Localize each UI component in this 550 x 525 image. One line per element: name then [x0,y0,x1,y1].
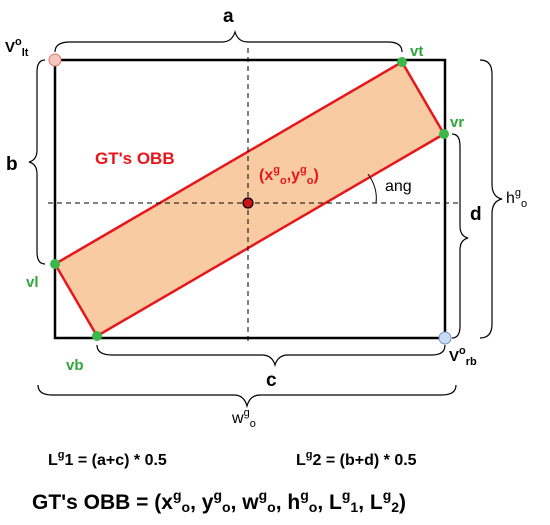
brace-c [96,344,446,368]
corner-lt-dot [48,53,62,67]
vertex-vb-dot [92,331,102,341]
vertex-vr-dot [439,129,449,139]
angle-arc [367,173,377,204]
formula-obb: GT's OBB = (xgo, ygo, wgo, hgo, Lg1, Lg2… [32,487,406,515]
label-vt: vt [410,43,423,60]
gt-bounding-box [53,58,447,340]
label-a: a [223,6,234,27]
label-h-go: hgo [506,187,527,210]
label-c: c [266,370,277,391]
label-vb: vb [66,357,84,374]
label-gt-obb: GT's OBB [95,149,175,168]
formula-l2: Lg2 = (b+d) * 0.5 [296,449,417,469]
brace-w [37,384,457,409]
brace-d [451,133,469,339]
label-b: b [6,154,18,175]
label-vr: vr [450,114,464,131]
brace-a [54,29,403,53]
label-w-go: wgo [231,407,256,430]
brace-b [28,59,46,265]
label-vo-lt: Volt [5,36,29,59]
corner-rb-dot [438,331,452,345]
label-vl: vl [26,274,39,291]
center-point-dot [242,197,254,209]
vertex-vl-dot [50,259,60,269]
label-center-coordinates: (xgo,ygo) [259,164,319,187]
label-vo-rb: Vorb [449,345,477,368]
formula-l1: Lg1 = (a+c) * 0.5 [48,449,167,469]
label-ang: ang [385,178,412,195]
label-d: d [470,204,482,225]
brace-h [479,59,503,339]
vertex-vt-dot [397,57,407,67]
